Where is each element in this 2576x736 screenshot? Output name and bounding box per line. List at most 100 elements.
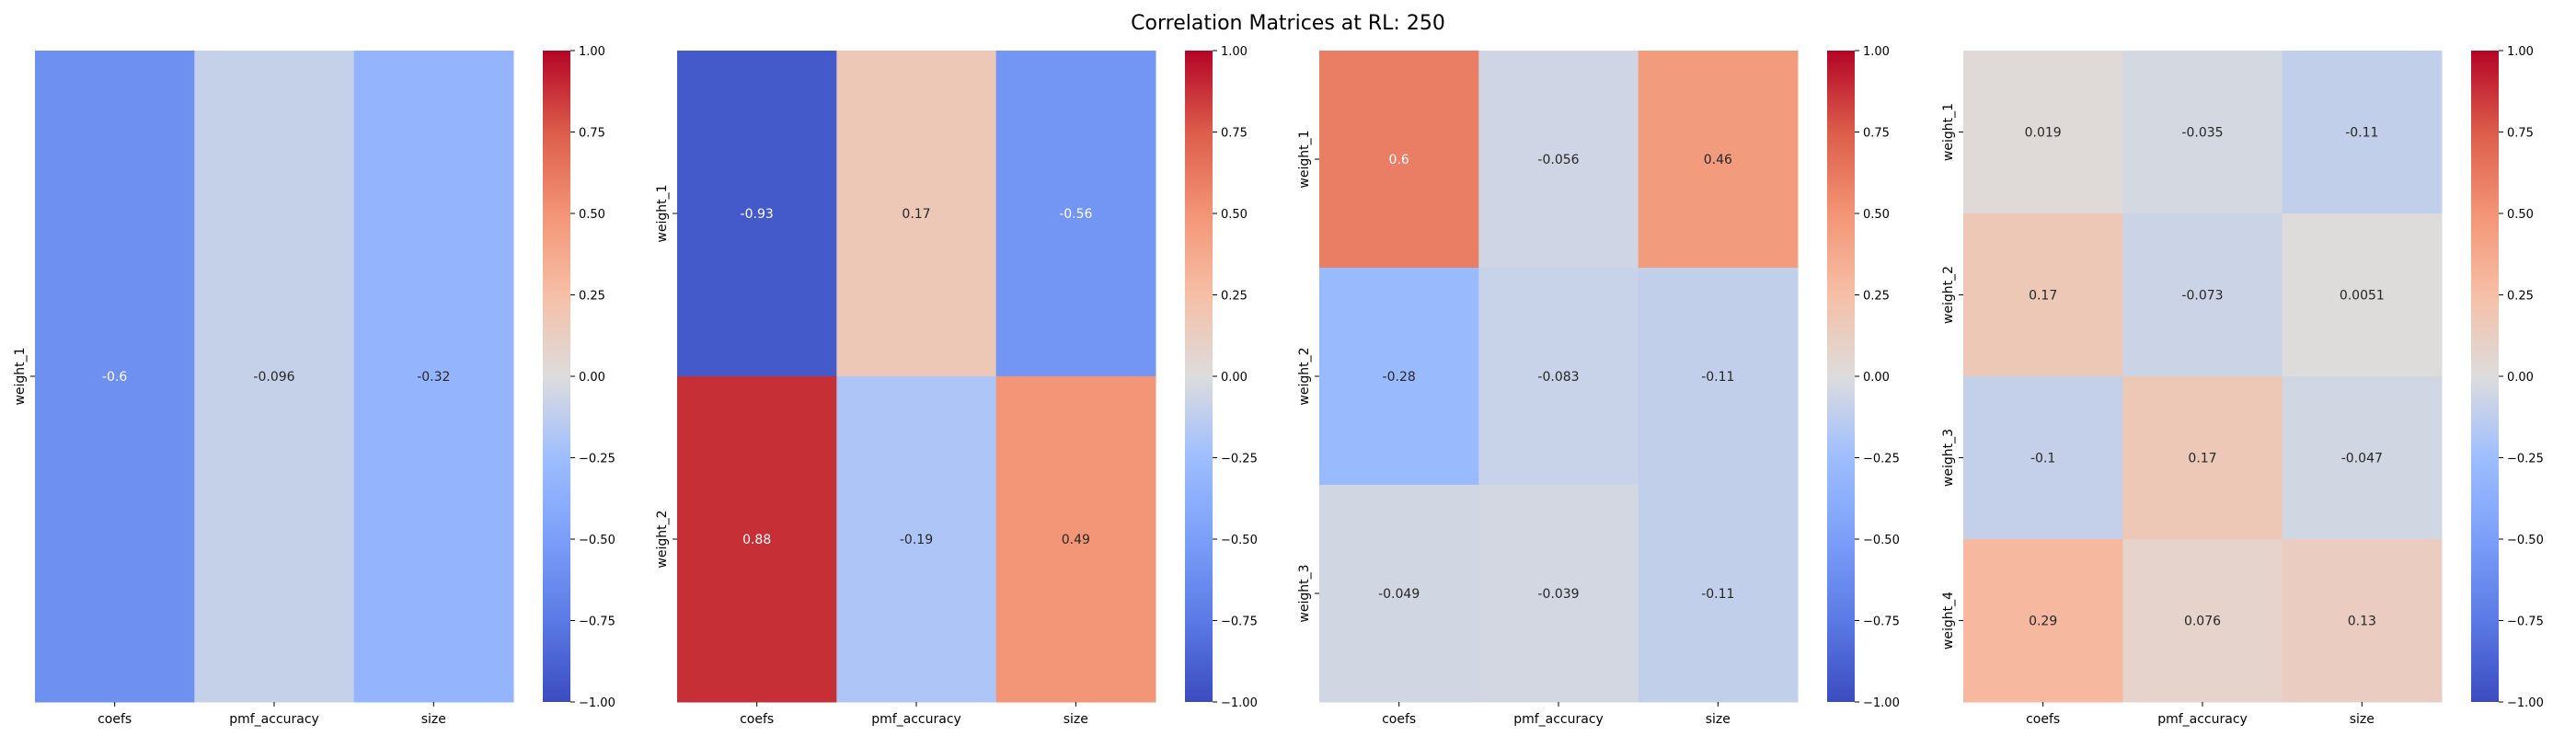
- colorbar-tick-label: −0.50: [2507, 534, 2544, 547]
- heatmap-cell: [1963, 51, 2123, 214]
- colorbar-tick-label: −0.50: [1221, 534, 1258, 547]
- x-tick-label: size: [1706, 712, 1731, 727]
- heatmap-cell: [353, 51, 514, 703]
- heatmap-cell: [1963, 376, 2123, 540]
- heatmap-cell: [1319, 51, 1479, 269]
- colorbar-tick-label: 1.00: [1221, 45, 1248, 59]
- x-tick-label: size: [421, 712, 446, 727]
- heatmap-cell: [1319, 268, 1479, 486]
- y-tick-label: weight_3: [1941, 429, 1956, 487]
- x-tick-label: size: [1064, 712, 1088, 727]
- x-tick-label: coefs: [2026, 712, 2060, 727]
- cell-value-label: 0.46: [1704, 153, 1732, 167]
- y-tick-label: weight_1: [13, 347, 28, 405]
- cell-value-label: 0.019: [2025, 126, 2062, 141]
- colorbar-tick-label: 0.75: [1863, 127, 1890, 141]
- cell-value-label: -0.056: [1537, 153, 1579, 167]
- x-tick-label: pmf_accuracy: [871, 712, 961, 727]
- heatmap-cell: [995, 51, 1156, 377]
- cell-value-label: -0.56: [1059, 207, 1092, 222]
- x-tick-label: size: [2350, 712, 2375, 727]
- x-tick-label: coefs: [1382, 712, 1416, 727]
- cell-value-label: -0.035: [2181, 126, 2223, 141]
- cell-value-label: 0.49: [1062, 533, 1090, 547]
- cell-value-label: -0.19: [900, 533, 933, 547]
- heatmap-cell: [1478, 51, 1639, 269]
- heatmap-3: 0.6 -0.056 0.46 -0.28 -0.083 -0.11 -0.049 -0.03…: [1297, 45, 1900, 727]
- heatmap-cell: [2282, 539, 2443, 703]
- cell-value-label: 0.076: [2184, 615, 2221, 629]
- cell-value-label: -0.32: [417, 370, 450, 385]
- heatmap-cell: [2122, 51, 2283, 214]
- heatmap-cell: [677, 51, 837, 377]
- cell-value-label: -0.11: [1701, 587, 1734, 602]
- colorbar: [1185, 51, 1213, 702]
- cell-value-label: -0.11: [1701, 370, 1734, 385]
- colorbar-tick-label: 0.25: [2507, 290, 2534, 304]
- colorbar-tick-label: 0.00: [2507, 371, 2534, 385]
- heatmap-cell: [2122, 376, 2283, 540]
- y-tick-label: weight_1: [1297, 130, 1312, 188]
- colorbar-tick-label: 0.25: [1221, 290, 1248, 304]
- colorbar-tick-label: −0.75: [1863, 615, 1900, 629]
- cell-value-label: -0.11: [2345, 126, 2378, 141]
- colorbar-tick-label: −0.25: [2507, 453, 2544, 466]
- x-tick-label: pmf_accuracy: [2157, 712, 2248, 727]
- colorbar-tick-label: −1.00: [1221, 696, 1258, 710]
- colorbar: [1827, 51, 1855, 702]
- colorbar-tick-label: −0.75: [579, 615, 615, 629]
- heatmap-cell: [2282, 51, 2443, 214]
- colorbar-tick-label: 0.25: [579, 290, 605, 304]
- cell-value-label: 0.88: [742, 533, 771, 547]
- y-tick-label: weight_2: [655, 510, 670, 568]
- colorbar-tick-label: −0.25: [579, 453, 615, 466]
- colorbar-tick-label: −1.00: [2507, 696, 2544, 710]
- colorbar: [543, 51, 570, 702]
- heatmap-cell: [2122, 539, 2283, 703]
- colorbar-tick-label: −0.50: [579, 534, 615, 547]
- cell-value-label: 0.13: [2348, 615, 2376, 629]
- colorbar-tick-label: 0.50: [1221, 208, 1248, 222]
- heatmap-panels: -0.6 -0.096 -0.32 coefs pmf_accuracy size weig…: [13, 45, 2544, 727]
- colorbar-tick-label: 0.75: [579, 127, 605, 141]
- y-tick-label: weight_1: [655, 184, 670, 242]
- heatmap-cell: [1638, 485, 1799, 703]
- colorbar-tick-label: 0.75: [1221, 127, 1248, 141]
- heatmap-cell: [2282, 376, 2443, 540]
- cell-value-label: -0.096: [253, 370, 294, 385]
- colorbar-tick-label: −1.00: [1863, 696, 1900, 710]
- heatmap-cell: [677, 376, 837, 703]
- cell-value-label: -0.049: [1378, 587, 1420, 602]
- heatmap-cell: [194, 51, 355, 703]
- cell-value-label: -0.6: [102, 370, 127, 385]
- colorbar-tick-label: 1.00: [2507, 45, 2534, 59]
- cell-value-label: -0.28: [1383, 370, 1416, 385]
- colorbar-tick-label: −0.50: [1863, 534, 1900, 547]
- heatmap-cell: [1963, 539, 2123, 703]
- colorbar-tick-label: 0.50: [1863, 208, 1890, 222]
- colorbar-tick-label: 0.00: [579, 371, 605, 385]
- y-tick-label: weight_4: [1941, 592, 1956, 650]
- colorbar-tick-label: 0.50: [2507, 208, 2534, 222]
- cell-value-label: 0.6: [1389, 153, 1409, 167]
- colorbar-tick-label: 0.25: [1863, 290, 1890, 304]
- y-tick-label: weight_3: [1297, 564, 1312, 622]
- cell-value-label: 0.17: [902, 207, 930, 222]
- cell-value-label: -0.039: [1537, 587, 1579, 602]
- colorbar-tick-label: −0.25: [1221, 453, 1258, 466]
- y-tick-label: weight_1: [1941, 103, 1956, 161]
- y-tick-label: weight_2: [1297, 347, 1312, 405]
- cell-value-label: -0.047: [2341, 452, 2383, 466]
- colorbar-tick-label: −1.00: [579, 696, 615, 710]
- heatmap-cell: [2282, 213, 2443, 377]
- x-tick-label: coefs: [740, 712, 774, 727]
- heatmap-cell: [995, 376, 1156, 703]
- cell-value-label: 0.17: [2188, 452, 2216, 466]
- cell-value-label: -0.1: [2030, 452, 2055, 466]
- heatmap-2: -0.93 0.17 -0.56 0.88 -0.19 0.49 coefs pmf_accu…: [655, 45, 1258, 727]
- heatmap-cell: [35, 51, 195, 703]
- colorbar-tick-label: 0.50: [579, 208, 605, 222]
- heatmap-cell: [1638, 51, 1799, 269]
- colorbar-tick-label: 0.00: [1863, 371, 1890, 385]
